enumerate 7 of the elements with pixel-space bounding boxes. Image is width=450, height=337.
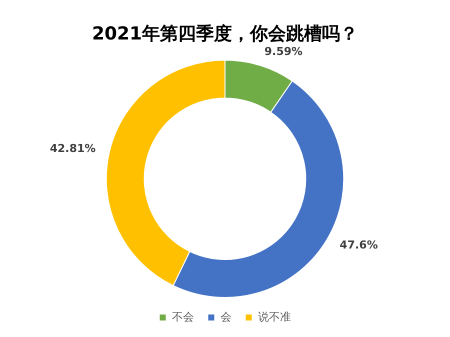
chart-title: 2021年第四季度，你会跳槽吗？ xyxy=(92,23,358,44)
legend-label: 不会 xyxy=(172,310,194,324)
data-label: 9.59% xyxy=(264,44,303,58)
legend-label: 会 xyxy=(220,310,232,324)
legend-label: 说不准 xyxy=(258,310,291,324)
data-label: 47.6% xyxy=(340,238,378,252)
data-label: 42.81% xyxy=(50,142,96,155)
